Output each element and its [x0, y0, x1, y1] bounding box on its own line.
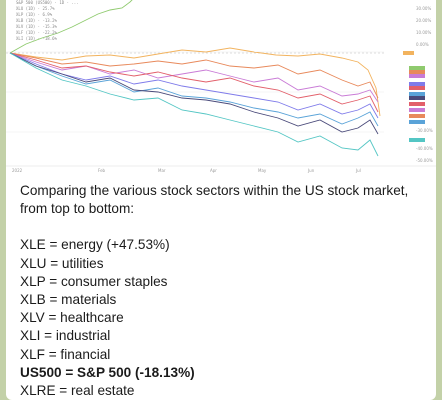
message-caption: Comparing the various stock sectors with…	[20, 182, 430, 400]
sector-list-item: XLF = financial	[20, 346, 111, 362]
svg-text:-30.00%: -30.00%	[416, 128, 433, 133]
x-axis-tick-label: May	[258, 168, 267, 173]
chat-message-bubble: S&P 500 (US500) · 1D · ... XLU (1D) · 25…	[6, 0, 436, 400]
sector-list-item: XLU = utilities	[20, 255, 104, 271]
caption-spacer	[20, 218, 430, 236]
x-axis-tick-label: Feb	[98, 168, 106, 173]
sector-list-item: XLI = industrial	[20, 328, 111, 344]
svg-text:-40.00%: -40.00%	[416, 146, 433, 151]
x-axis-tick-label: Jul	[355, 168, 361, 173]
svg-text:0.00%: 0.00%	[416, 42, 429, 47]
svg-text:XLU (1D) · 25.7%: XLU (1D) · 25.7%	[16, 6, 55, 11]
sector-list-item: XLB = materials	[20, 292, 117, 308]
x-axis-tick-label: Jun	[307, 168, 315, 173]
svg-text:XLI (1D) · -18.6%: XLI (1D) · -18.6%	[16, 36, 58, 41]
sector-list-item: US500 = S&P 500 (-18.13%)	[20, 364, 195, 380]
sector-list: XLE = energy (+47.53%) XLU = utilities XLP…	[20, 236, 430, 400]
svg-text:S&P 500 (US500) · 1D · ...: S&P 500 (US500) · 1D · ...	[16, 0, 79, 5]
svg-text:20.00%: 20.00%	[416, 18, 431, 23]
svg-text:10.00%: 10.00%	[416, 30, 431, 35]
series-line-financial	[9, 52, 379, 127]
svg-text:XLF (1D) · -22.2%: XLF (1D) · -22.2%	[16, 30, 58, 35]
series-line-energy	[9, 0, 133, 54]
sector-list-item: XLRE = real estate	[20, 383, 135, 399]
x-axis-tick-label: Apr	[210, 168, 217, 173]
series-line-sp500	[9, 52, 379, 135]
chart-svg: S&P 500 (US500) · 1D · ... XLU (1D) · 25…	[6, 0, 436, 178]
series-line-real-estate	[9, 52, 379, 157]
series-line-staples	[9, 52, 379, 99]
x-axis-tick-label: 2022	[12, 168, 23, 173]
series-line-utilities	[9, 47, 381, 117]
series-line-industrial	[9, 52, 379, 119]
x-axis-tick-label: Mar	[158, 168, 166, 173]
svg-text:30.00%: 30.00%	[416, 6, 431, 11]
svg-text:XLB (1D) · -13.2%: XLB (1D) · -13.2%	[16, 18, 58, 23]
sector-list-item: XLP = consumer staples	[20, 273, 168, 289]
sector-list-item: XLV = healthcare	[20, 310, 124, 326]
svg-text:XLV (1D) · -15.3%: XLV (1D) · -15.3%	[16, 24, 58, 29]
svg-text:XLP (1D) · 6.9%: XLP (1D) · 6.9%	[16, 12, 53, 17]
sector-list-item: XLE = energy (+47.53%)	[20, 237, 170, 253]
caption-intro: Comparing the various stock sectors with…	[20, 183, 409, 217]
sector-comparison-chart-image: S&P 500 (US500) · 1D · ... XLU (1D) · 25…	[6, 0, 436, 178]
svg-text:-50.00%: -50.00%	[416, 158, 433, 163]
series-line-healthcare	[9, 52, 379, 113]
